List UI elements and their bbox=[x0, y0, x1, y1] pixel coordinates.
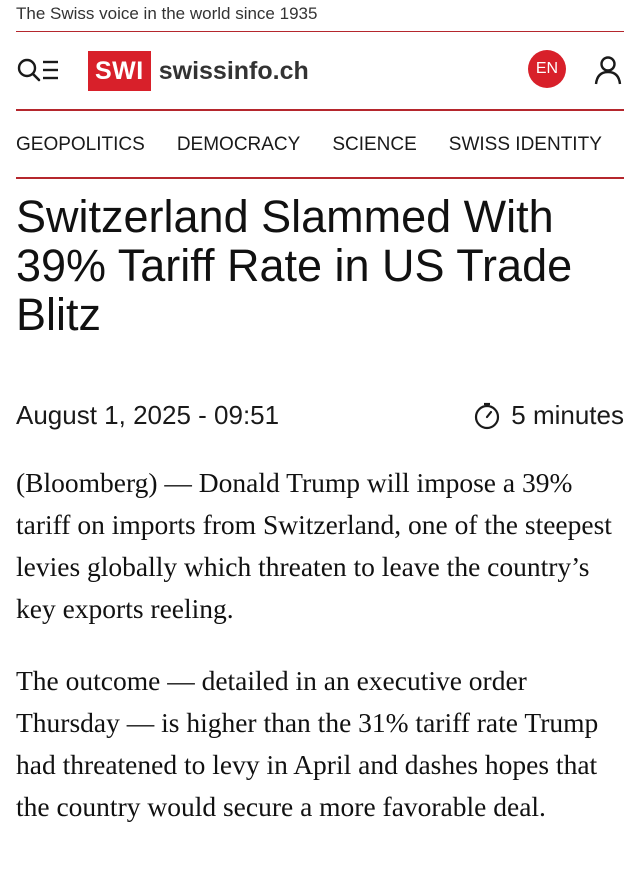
nav-item-swiss-identity[interactable]: SWISS IDENTITY bbox=[448, 134, 602, 155]
section-nav: GEOPOLITICS DEMOCRACY SCIENCE SWISS IDEN… bbox=[16, 134, 624, 158]
article-date: August 1, 2025 - 09:51 bbox=[16, 400, 280, 430]
article-paragraph: (Bloomberg) — Donald Trump will impose a… bbox=[16, 467, 612, 624]
logo-abbreviation: SWI bbox=[88, 51, 151, 91]
nav-item-democracy[interactable]: DEMOCRACY bbox=[176, 134, 301, 155]
search-menu-button[interactable] bbox=[16, 56, 62, 86]
nav-item-geopolitics[interactable]: GEOPOLITICS bbox=[16, 134, 145, 155]
site-logo[interactable]: SWI swissinfo.ch bbox=[88, 48, 309, 94]
search-menu-icon bbox=[17, 58, 58, 82]
nav-item-science[interactable]: SCIENCE bbox=[332, 134, 417, 155]
logo-site-name: swissinfo.ch bbox=[158, 56, 309, 85]
article-headline: Switzerland Slammed With 39% Tariff Rate… bbox=[16, 191, 573, 340]
user-icon bbox=[594, 56, 622, 85]
nav-divider bbox=[16, 177, 624, 179]
site-tagline: The Swiss voice in the world since 1935 bbox=[16, 4, 318, 23]
top-divider bbox=[16, 31, 624, 32]
language-button[interactable]: EN bbox=[528, 50, 566, 88]
site-header: SWI swissinfo.ch EN bbox=[16, 44, 624, 100]
article-meta: August 1, 2025 - 09:51 5 minutes bbox=[16, 400, 624, 432]
user-account-button[interactable] bbox=[592, 54, 624, 86]
article-body: (Bloomberg) — Donald Trump will impose a… bbox=[16, 462, 626, 858]
header-divider bbox=[16, 109, 624, 111]
article-paragraph: The outcome — detailed in an executive o… bbox=[16, 665, 599, 822]
clock-icon bbox=[475, 402, 500, 429]
read-time-label: 5 minutes bbox=[511, 400, 624, 430]
read-time: 5 minutes bbox=[473, 400, 624, 431]
